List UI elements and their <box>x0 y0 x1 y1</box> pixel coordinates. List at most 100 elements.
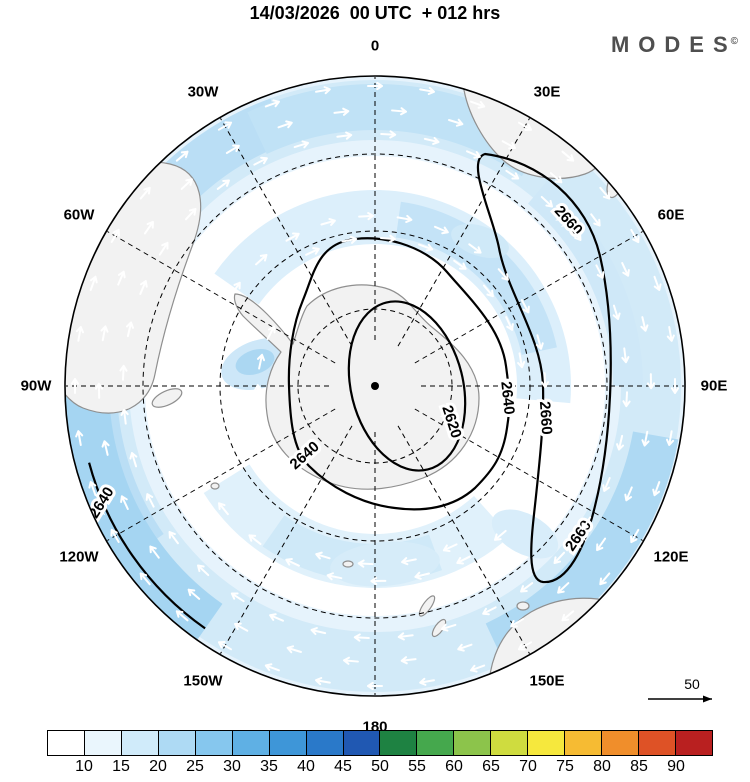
wind-arrow <box>234 622 249 632</box>
wind-arrow <box>391 107 408 116</box>
wind-arrow <box>216 179 230 190</box>
wind-arrow <box>139 280 148 295</box>
colorbar-tick-label: 70 <box>519 758 537 775</box>
copyright-mark: © <box>730 35 738 47</box>
wind-arrow <box>590 213 601 227</box>
wind-arrow <box>120 408 129 425</box>
wind-arrow <box>100 325 109 342</box>
wind-arrow <box>286 645 302 654</box>
wind-arrow <box>622 391 631 408</box>
wind-arrow <box>367 81 383 91</box>
island <box>516 601 530 611</box>
colorbar-tick-label: 50 <box>371 758 389 775</box>
wind-arrow <box>269 613 284 622</box>
wind-arrow <box>315 677 331 686</box>
wind-arrow <box>624 486 633 502</box>
wind-arrow <box>119 364 128 381</box>
colorbar-cell <box>158 731 196 755</box>
wind-shading-region <box>330 541 440 587</box>
pole-marker <box>371 382 379 390</box>
wind-arrow <box>175 610 189 622</box>
wind-arrow <box>641 430 650 447</box>
wind-arrow <box>596 537 607 552</box>
wind-arrow <box>535 334 544 350</box>
colorbar-cell <box>565 731 603 755</box>
wind-arrow <box>197 564 210 577</box>
colorbar-cell <box>528 731 566 755</box>
wind-arrow <box>89 275 98 291</box>
contour-label-2660: 2660 <box>536 401 555 435</box>
wind-arrow <box>493 529 507 541</box>
wind-arrow <box>354 260 371 269</box>
wind-arrow <box>414 571 430 580</box>
wind-arrow <box>400 656 417 665</box>
lon-label-120e: 120E <box>653 548 689 566</box>
wind-arrow <box>602 477 611 492</box>
wind-shading-region <box>65 358 223 640</box>
polar-map-canvas: 2620 2640 2640 2640 2660 2660 2660 <box>64 75 686 697</box>
colorbar-tick-label: 80 <box>593 758 611 775</box>
colorbar-cell <box>121 731 159 755</box>
lon-label-90w: 90W <box>20 377 52 395</box>
wind-arrow <box>333 107 350 116</box>
wind-arrow <box>501 140 516 150</box>
wind-arrow <box>342 656 359 665</box>
wind-arrow <box>217 641 233 651</box>
new-zealand-landmass <box>431 618 447 638</box>
meridian-line <box>107 231 336 364</box>
wind-arrow <box>129 451 138 468</box>
colorbar-cell <box>306 731 344 755</box>
wind-arrow <box>184 208 197 221</box>
wind-arrow <box>225 144 240 155</box>
wind-arrow <box>218 502 229 516</box>
colorbar-tick-label: 55 <box>408 758 426 775</box>
antarctica-landmass <box>233 284 480 490</box>
wind-arrow <box>293 140 310 149</box>
wind-arrow <box>397 632 414 641</box>
wind-shading-region <box>527 180 643 386</box>
colorbar-cell <box>491 731 529 755</box>
wind-arrow <box>264 99 280 108</box>
meridian-line <box>220 118 353 347</box>
colorbar-tick-label: 45 <box>334 758 352 775</box>
modes-logo-text: MODES <box>610 32 737 57</box>
wind-arrow <box>396 214 413 224</box>
colorbar-cell <box>48 731 85 755</box>
wind-arrow <box>110 528 120 544</box>
map-boundary-circle <box>64 75 686 697</box>
wind-arrow <box>670 378 680 394</box>
wind-arrow <box>599 186 611 200</box>
wind-arrow <box>630 528 640 544</box>
colorbar <box>47 730 713 756</box>
wind-arrow <box>468 243 482 254</box>
wind-arrow <box>256 353 266 370</box>
wind-arrow <box>561 150 575 162</box>
colorbar-tick-label: 30 <box>223 758 241 775</box>
wind-arrow <box>248 534 262 545</box>
wind-arrow-group <box>70 81 680 691</box>
lon-label-90e: 90E <box>700 377 728 395</box>
wind-arrow <box>341 235 358 244</box>
wind-arrow <box>652 481 661 497</box>
wind-arrow <box>456 555 471 565</box>
wind-arrow <box>353 633 370 642</box>
wind-arrow <box>595 264 605 279</box>
lon-label-120w: 120W <box>59 548 99 566</box>
wind-arrow <box>440 623 457 632</box>
wind-arrow <box>505 316 514 331</box>
wind-arrow <box>175 150 189 162</box>
wind-arrow <box>540 372 550 389</box>
wind-arrow <box>88 481 97 497</box>
wind-arrow <box>384 261 400 270</box>
wind-arrow <box>120 495 129 510</box>
wind-shading-region <box>491 509 559 559</box>
wind-arrow <box>448 118 464 127</box>
wind-arrow <box>326 572 343 581</box>
wind-arrow <box>505 169 520 180</box>
wind-arrow <box>666 430 675 446</box>
meridian-line <box>414 231 643 364</box>
chart-title: 14/03/2026 00 UTC + 012 hrs <box>249 3 501 23</box>
wind-arrow <box>517 352 526 369</box>
wind-arrow <box>110 228 120 244</box>
